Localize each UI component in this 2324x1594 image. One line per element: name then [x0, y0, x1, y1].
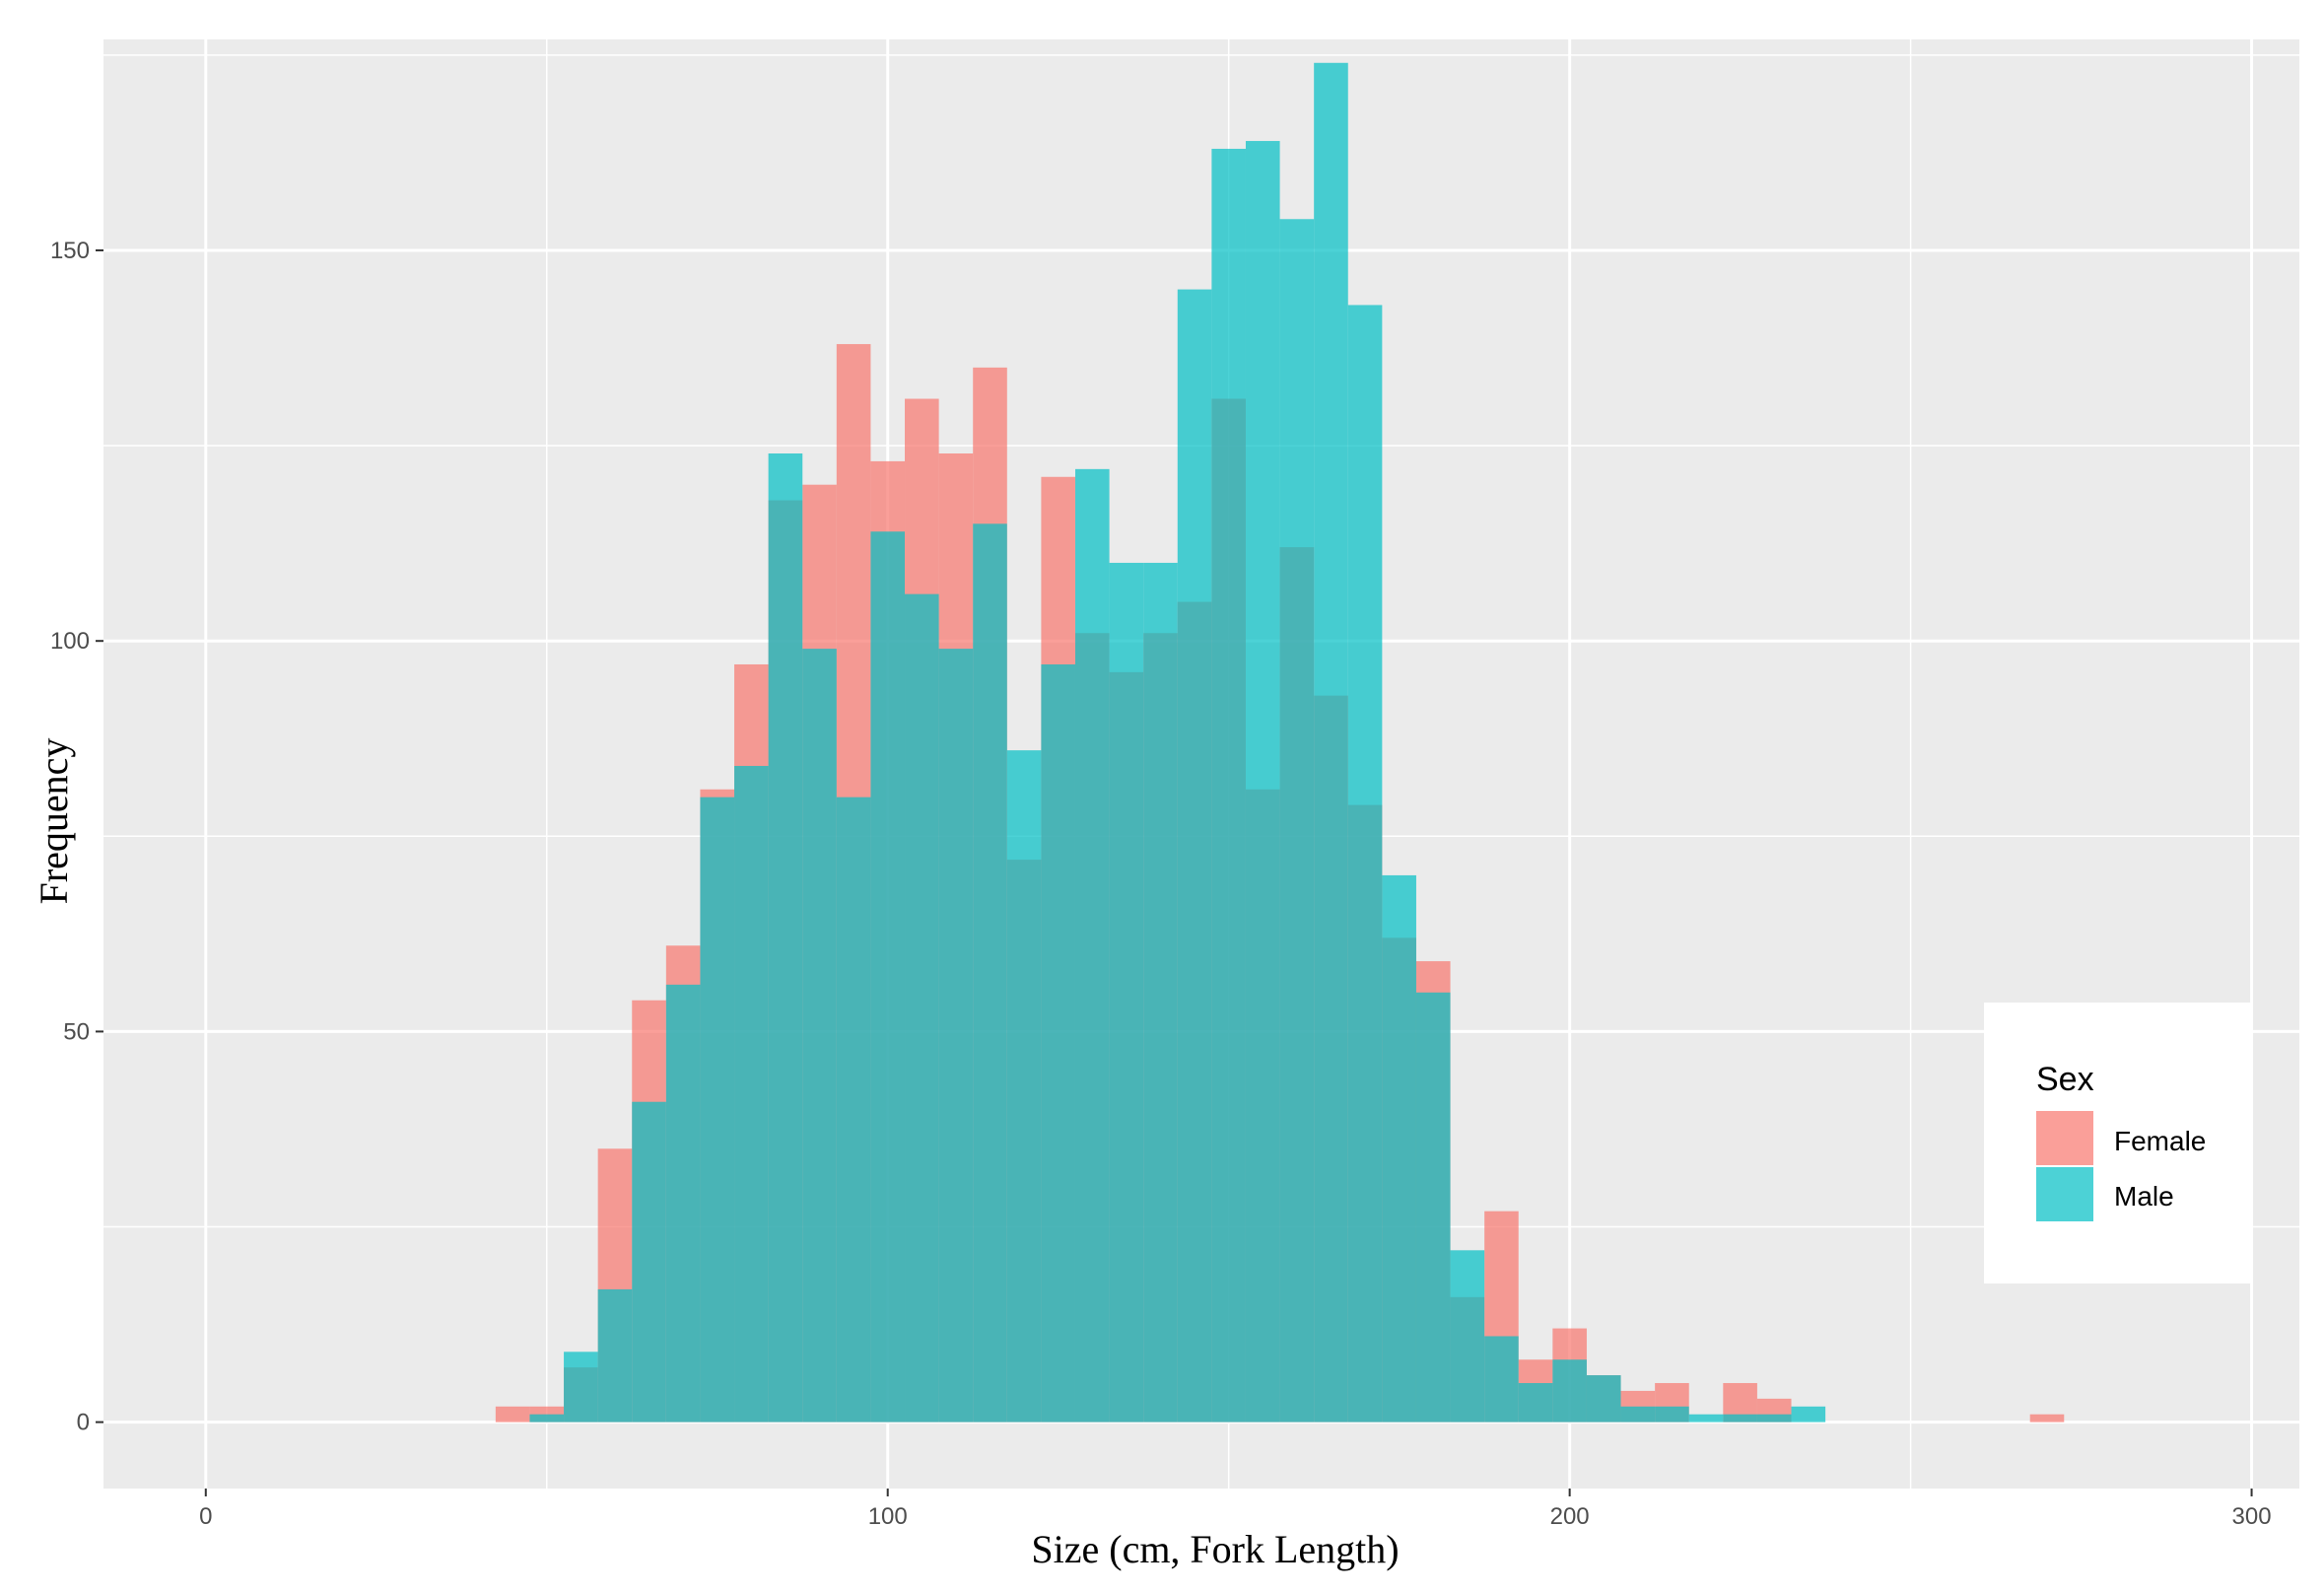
bar-male	[1006, 750, 1042, 1422]
bar-male	[1620, 1406, 1656, 1422]
y-tick-label: 50	[63, 1018, 90, 1045]
bar-male	[700, 797, 735, 1422]
bar-male	[1177, 289, 1212, 1422]
bar-male	[870, 531, 906, 1422]
bar-male	[564, 1351, 598, 1422]
bar-male	[1450, 1250, 1485, 1422]
bar-male	[1688, 1414, 1724, 1422]
x-tick-label: 100	[868, 1503, 908, 1530]
bar-male	[1314, 62, 1348, 1422]
y-tick-label: 100	[50, 628, 90, 655]
bar-male	[1756, 1414, 1792, 1422]
y-tick-label: 0	[77, 1410, 90, 1436]
bar-male	[1723, 1414, 1757, 1422]
axis-ticks	[96, 248, 2253, 1496]
legend-box	[1984, 1003, 2252, 1283]
bar-male	[1586, 1375, 1621, 1422]
bar-male	[1245, 141, 1280, 1422]
legend-label-male: Male	[2114, 1181, 2174, 1212]
bar-male	[1415, 992, 1451, 1422]
legend-label-female: Female	[2114, 1126, 2206, 1156]
bar-male	[802, 649, 837, 1422]
x-tick-label: 200	[1550, 1503, 1590, 1530]
bar-male	[529, 1414, 565, 1422]
bar-male	[836, 797, 871, 1422]
bar-male	[1041, 663, 1075, 1422]
bar-male	[1552, 1359, 1587, 1422]
bar-male	[905, 593, 939, 1422]
bar-male	[1109, 562, 1144, 1422]
tick-labels: 0 100 200 300 0 50 100 150	[50, 238, 2272, 1530]
bar-male	[1484, 1336, 1519, 1422]
y-axis-title: Frequency	[32, 738, 76, 905]
legend-key-male	[2036, 1167, 2093, 1221]
male-bars	[529, 62, 1826, 1422]
legend: Sex Female Male	[1984, 1003, 2252, 1283]
bar-male	[938, 649, 974, 1422]
bar-male	[1074, 468, 1110, 1422]
bar-female	[495, 1406, 530, 1422]
bar-male	[1143, 562, 1178, 1422]
legend-key-female	[2036, 1111, 2093, 1165]
bar-male	[665, 984, 701, 1422]
bar-male	[597, 1288, 633, 1422]
bar-male	[1279, 219, 1315, 1422]
bar-male	[1347, 305, 1383, 1422]
bar-male	[1382, 874, 1416, 1422]
x-tick-label: 0	[199, 1503, 212, 1530]
bar-male	[632, 1101, 666, 1422]
x-tick-label: 300	[2232, 1503, 2272, 1530]
legend-title: Sex	[2036, 1061, 2094, 1098]
bar-female	[2029, 1414, 2065, 1422]
bar-male	[1211, 148, 1246, 1422]
bar-male	[734, 765, 769, 1422]
bar-male	[768, 453, 803, 1422]
bar-male	[973, 523, 1007, 1422]
x-axis-title: Size (cm, Fork Length)	[1031, 1527, 1399, 1571]
bar-male	[1791, 1406, 1826, 1422]
bar-male	[1655, 1406, 1689, 1422]
bar-male	[1518, 1383, 1553, 1422]
y-tick-label: 150	[50, 238, 90, 264]
